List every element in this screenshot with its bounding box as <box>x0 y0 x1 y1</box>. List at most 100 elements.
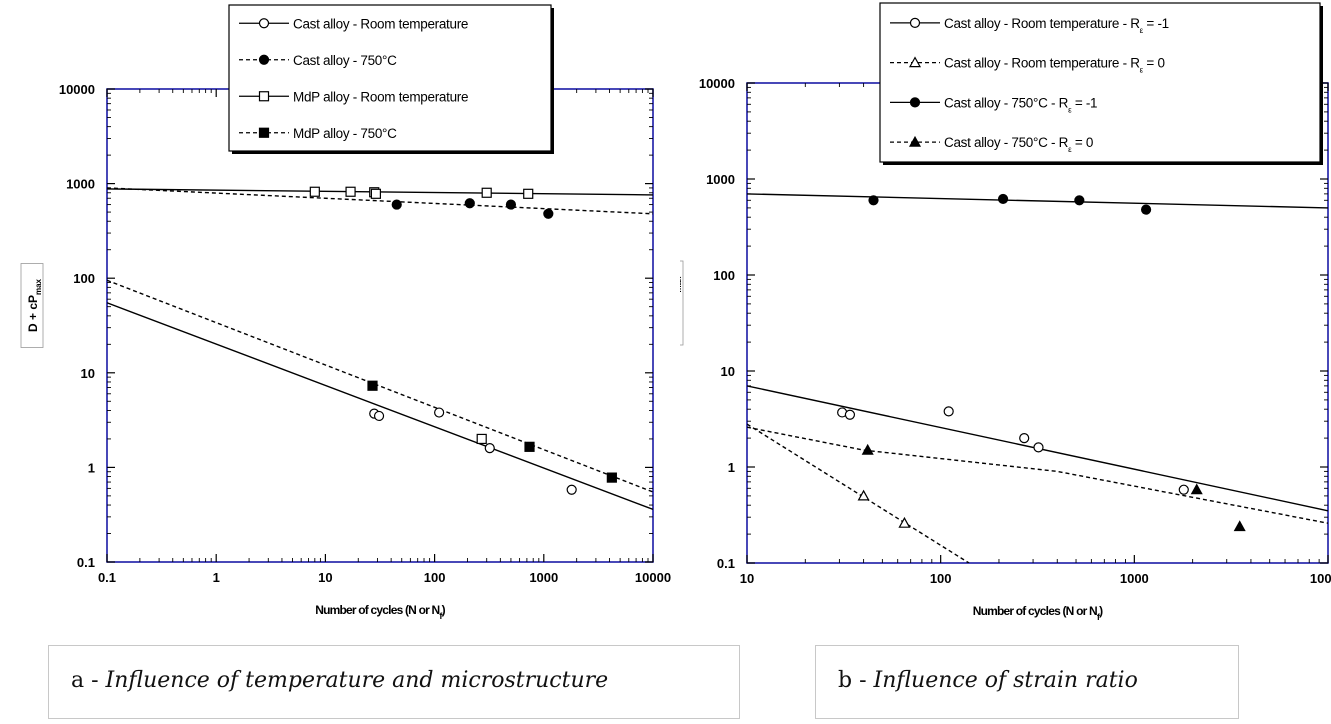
x-axis-label-text: Number of cycles (N or N <box>973 604 1097 618</box>
x-axis-label-close: ) <box>1099 604 1103 618</box>
legend-box <box>228 4 552 152</box>
series-1-point <box>1019 433 1030 444</box>
y-tick-label: 1 <box>728 460 735 475</box>
series-3-point <box>370 188 381 199</box>
legend-box <box>879 2 1321 163</box>
legend-label-text: Cast alloy - 750°C - R <box>944 95 1069 110</box>
chart-b: 10 100 1000 10000 0.1 1 10 100 1000 10000 Number o… <box>680 2 1331 622</box>
y-tick-label: 0.1 <box>717 556 735 571</box>
x-tick-label: 10000 <box>635 570 671 585</box>
legend-label-tail: = 0 <box>1071 135 1093 150</box>
legend-label-tail: = 0 <box>1143 56 1165 71</box>
legend-label-1: Cast alloy - Room temperature <box>293 16 468 31</box>
x-tick-label: 1000 <box>1120 571 1149 586</box>
series-2-point <box>857 489 870 501</box>
legend-marker-2 <box>908 56 922 68</box>
series-1-point <box>373 410 385 422</box>
legend-label-sub: ε <box>1068 105 1072 114</box>
y-tick-label: 1 <box>88 460 95 475</box>
x-axis-label-text: Number of cycles (N or N <box>315 603 439 617</box>
legend-marker-3 <box>258 91 270 102</box>
series-2-fit-line <box>747 423 970 563</box>
series-3-point <box>523 188 534 199</box>
legend-label-text: MdP alloy - Room temperature <box>293 89 468 104</box>
series-1-point <box>434 407 445 418</box>
series-3-point <box>309 186 320 197</box>
x-tick-label: 10 <box>740 571 754 586</box>
legend-label-tail: = -1 <box>1071 95 1097 110</box>
y-tick-label: 10 <box>721 364 735 379</box>
y-tick-label: 100 <box>73 271 95 286</box>
series-1-point <box>844 409 856 420</box>
legend: Cast alloy - Room temperature - Rε = -1C… <box>879 2 1323 165</box>
legend-label-sub: ε <box>1068 145 1072 154</box>
x-axis-label: Number of cycles (N or Nf) <box>973 604 1103 622</box>
legend-marker-2 <box>258 54 270 65</box>
series-3-point <box>481 187 492 198</box>
series-4-point <box>1233 520 1246 532</box>
caption-a: a - Influence of temperature and microst… <box>48 645 740 719</box>
legend-label-4: MdP alloy - 750°C <box>293 126 397 141</box>
legend-label-2: Cast alloy - Room temperature - Rε = 0 <box>944 56 1165 75</box>
plot-area <box>107 186 653 511</box>
series-4-point <box>524 441 535 452</box>
caption-b-text: Influence of strain ratio <box>873 668 1138 693</box>
series-1-point <box>566 484 577 495</box>
caption-b-prefix: b - <box>838 668 874 693</box>
series-4-point <box>861 443 874 455</box>
x-tick-label: 100 <box>424 570 446 585</box>
legend-marker-4 <box>908 135 922 147</box>
series-3-point <box>1140 204 1152 215</box>
legend-label-text: Cast alloy - 750°C - R <box>944 135 1069 150</box>
caption-a-prefix: a - <box>71 668 106 693</box>
y-tick-label: 1000 <box>66 177 95 192</box>
y-axis-label: D + cPmax <box>26 278 43 332</box>
x-tick-label: 100 <box>930 571 952 586</box>
legend-marker-1 <box>258 18 270 29</box>
y-axis-label-text: D + cP <box>26 295 40 332</box>
y-tick-label: 10 <box>81 366 95 381</box>
series-3-point <box>476 433 487 445</box>
y-axis-label-sub: max <box>680 276 683 293</box>
series-4-point <box>367 380 378 391</box>
series-2-point <box>464 198 475 209</box>
plot-area <box>747 193 1328 563</box>
legend-label-text: Cast alloy - Room temperature - R <box>944 16 1140 31</box>
legend-label-3: MdP alloy - Room temperature <box>293 89 468 104</box>
y-tick-label: 1000 <box>706 172 735 187</box>
caption-b: b - Influence of strain ratio <box>815 645 1239 719</box>
series-1-fit-line <box>107 302 653 511</box>
series-2-point <box>505 199 517 210</box>
legend-label-text: Cast alloy - 750°C <box>293 53 397 68</box>
legend-marker-1 <box>909 17 921 28</box>
series-4-point <box>606 472 617 483</box>
series-3-fit-line <box>747 193 1328 209</box>
series-1-point <box>484 442 495 454</box>
series-3-point <box>868 195 879 206</box>
legend-label-1: Cast alloy - Room temperature - Rε = -1 <box>944 16 1169 35</box>
y-tick-label: 0.1 <box>77 555 95 570</box>
series-1-point <box>1178 484 1189 495</box>
caption-a-text: Influence of temperature and microstruct… <box>105 668 609 693</box>
legend-label-4: Cast alloy - 750°C - Rε = 0 <box>944 135 1093 154</box>
series-1-point <box>943 406 954 417</box>
x-tick-label: 1000 <box>529 570 558 585</box>
series-2-point <box>391 199 402 210</box>
chart-a: 0.1 1 10 100 1000 10000 0.1 1 10 100 1000 10000 Numb… <box>20 4 671 621</box>
y-axis-label-box <box>680 260 684 346</box>
legend-label-text: Cast alloy - Room temperature - R <box>944 56 1140 71</box>
x-tick-label: 10 <box>318 570 332 585</box>
series-2-fit-line <box>107 187 653 215</box>
x-tick-label: 1 <box>213 570 220 585</box>
series-1-point <box>1033 442 1044 453</box>
series-3-point <box>1074 195 1085 206</box>
y-axis-label: D + cPmax <box>680 276 683 330</box>
series-2-point <box>898 516 911 528</box>
series-2-point <box>543 208 554 219</box>
legend-label-2: Cast alloy - 750°C <box>293 53 397 68</box>
x-tick-label: 0.1 <box>98 570 116 585</box>
y-tick-label: 10000 <box>59 82 95 97</box>
y-axis-label-sub: max <box>34 278 43 295</box>
series-3-point <box>345 186 356 197</box>
y-tick-label: 10000 <box>699 76 735 91</box>
